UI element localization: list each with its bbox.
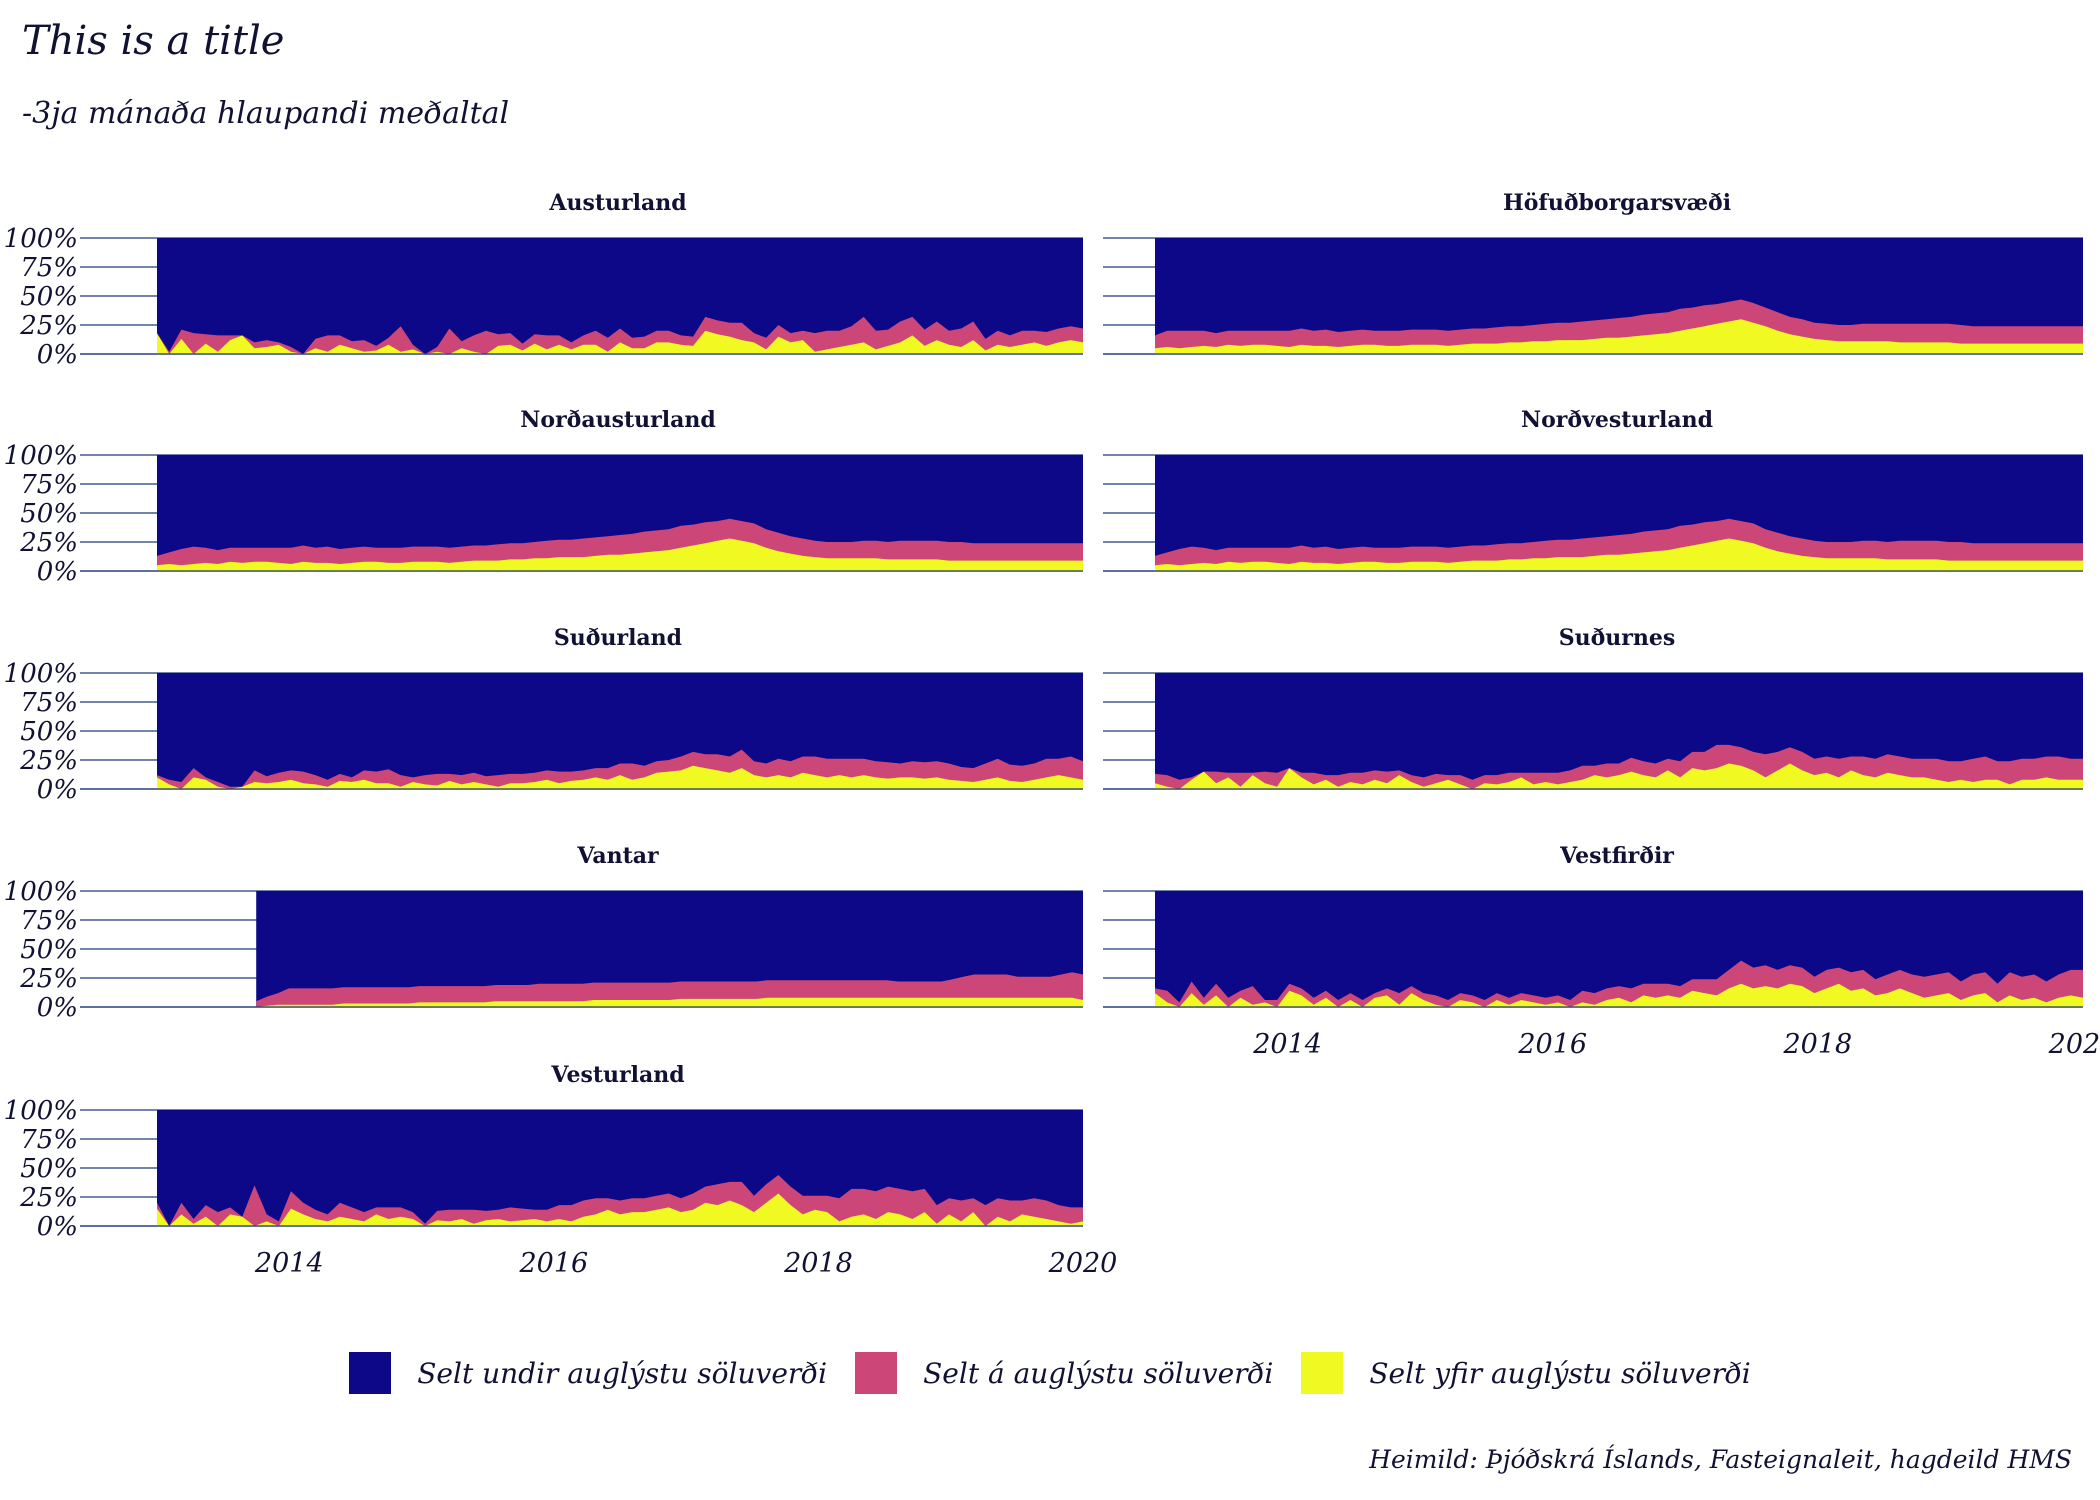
series-a-area <box>1155 299 2083 354</box>
faceted-area-chart: Austurland100%75%50%25%0%Höfuðborgarsvæð… <box>4 190 2100 1279</box>
x-tick-label: 2016 <box>518 1248 588 1279</box>
y-tick-label: 0% <box>37 1212 78 1242</box>
series-yfir-area <box>1155 983 2083 1007</box>
series-a-area <box>157 1175 1083 1226</box>
panel-title: Suðurland <box>554 625 682 651</box>
legend-item-yfir: Selt yfir auglýstu söluverði <box>1301 1352 1751 1394</box>
y-tick-label: 50% <box>20 282 78 312</box>
legend-item-a: Selt á auglýstu söluverði <box>855 1352 1273 1394</box>
y-tick-label: 75% <box>20 688 78 718</box>
panel-title: Norðausturland <box>520 407 715 433</box>
chart-title: This is a title <box>22 18 285 64</box>
y-tick-label: 50% <box>20 1154 78 1184</box>
panel-title: Suðurnes <box>1559 625 1676 651</box>
y-tick-label: 75% <box>20 470 78 500</box>
y-tick-label: 100% <box>4 441 78 471</box>
y-tick-label: 0% <box>37 993 78 1023</box>
x-tick-label: 2014 <box>254 1248 324 1279</box>
legend-key-yfir <box>1301 1352 1344 1394</box>
series-yfir-area <box>1155 763 2083 789</box>
y-tick-label: 50% <box>20 717 78 747</box>
legend-key-a <box>855 1352 898 1394</box>
series-yfir-area <box>1155 319 2083 354</box>
series-yfir-area <box>157 1193 1083 1226</box>
panel-title: Austurland <box>548 190 686 216</box>
legend-label-undir: Selt undir auglýstu söluverði <box>417 1356 828 1390</box>
series-yfir-area <box>157 538 1083 571</box>
panel-title: Vesturland <box>550 1062 684 1088</box>
y-tick-label: 25% <box>19 964 78 994</box>
source-caption: Heimild: Þjóðskrá Íslands, Fasteignaleit… <box>1369 1445 2072 1474</box>
y-tick-label: 100% <box>4 659 78 689</box>
y-tick-label: 0% <box>37 340 78 370</box>
x-tick-label: 2020 <box>2048 1029 2100 1060</box>
panel-title: Höfuðborgarsvæði <box>1503 190 1731 216</box>
y-tick-label: 50% <box>20 499 78 529</box>
x-tick-label: 2016 <box>1517 1029 1587 1060</box>
panel-title: Vestfirðir <box>1559 843 1674 869</box>
y-tick-label: 25% <box>19 311 78 341</box>
legend-label-a: Selt á auglýstu söluverði <box>923 1356 1274 1390</box>
x-tick-label: 2014 <box>1252 1029 1322 1060</box>
x-tick-label: 2020 <box>1048 1248 1118 1279</box>
legend-item-undir: Selt undir auglýstu söluverði <box>349 1352 827 1394</box>
panel-title: Norðvesturland <box>1521 407 1713 433</box>
y-tick-label: 25% <box>19 1183 78 1213</box>
y-tick-label: 75% <box>20 906 78 936</box>
series-a-area <box>1155 518 2083 571</box>
x-tick-label: 2018 <box>1782 1029 1852 1060</box>
series-a-area <box>157 518 1083 571</box>
panel-title: Vantar <box>576 843 659 869</box>
series-yfir-area <box>256 997 1083 1007</box>
y-tick-label: 25% <box>19 746 78 776</box>
y-tick-label: 25% <box>19 528 78 558</box>
y-tick-label: 100% <box>4 877 78 907</box>
y-tick-label: 100% <box>4 224 78 254</box>
y-tick-label: 0% <box>37 775 78 805</box>
x-tick-label: 2018 <box>783 1248 853 1279</box>
series-yfir-area <box>1155 538 2083 571</box>
legend: Selt undir auglýstu söluverði Selt á aug… <box>0 1352 2100 1394</box>
legend-key-undir <box>349 1352 392 1394</box>
legend-label-yfir: Selt yfir auglýstu söluverði <box>1369 1356 1751 1390</box>
y-tick-label: 0% <box>37 557 78 587</box>
y-tick-label: 50% <box>20 935 78 965</box>
series-yfir-area <box>157 330 1083 354</box>
y-tick-label: 75% <box>20 1125 78 1155</box>
chart-subtitle: -3ja mánaða hlaupandi meðaltal <box>22 96 510 131</box>
series-yfir-area <box>157 765 1083 789</box>
y-tick-label: 100% <box>4 1096 78 1126</box>
y-tick-label: 75% <box>20 253 78 283</box>
